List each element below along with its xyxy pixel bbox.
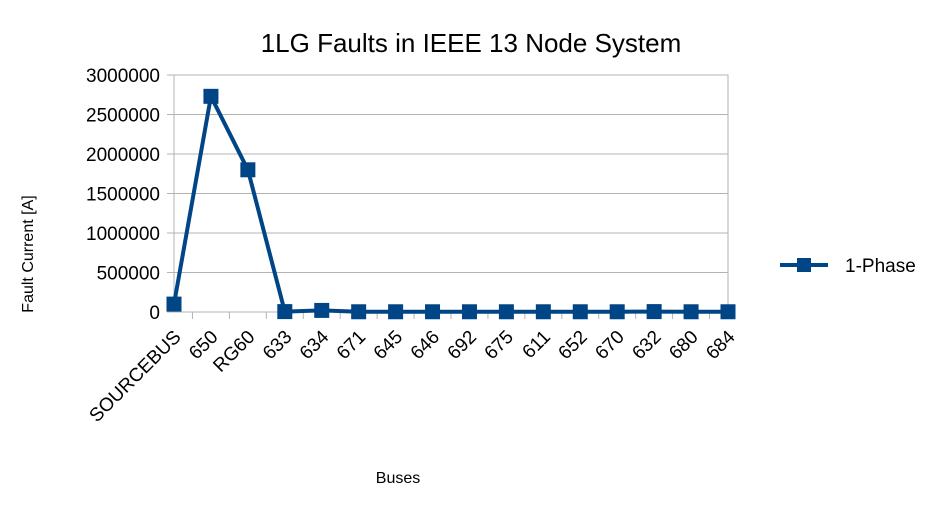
data-point-marker [277,304,293,320]
legend-square-marker [797,258,811,272]
x-tick-label: 646 [407,327,444,364]
y-tick-label: 3000000 [86,66,160,87]
y-axis-title: Fault Current [A] [20,195,37,312]
x-tick-label: RG60 [209,327,259,377]
x-tick-label: 633 [259,327,296,364]
gridlines [174,74,728,313]
data-point-marker [609,304,625,320]
x-tick-label: 670 [591,327,628,364]
data-point-marker [388,304,404,320]
x-tick-label: 611 [519,327,555,363]
y-tick-label: 1500000 [86,185,160,206]
x-tick-label: 692 [444,327,481,364]
x-tick-label: SOURCEBUS [86,327,186,427]
data-point-marker [166,296,182,312]
data-point-marker [314,302,330,318]
data-point-marker [720,304,736,320]
x-tick-label: 671 [333,327,370,364]
series-layer [166,88,736,320]
y-tick-label: 2000000 [86,145,160,166]
data-point-marker [425,304,441,320]
x-tick-label: 684 [702,326,740,364]
data-point-marker [646,304,662,320]
x-tick-label: 632 [628,327,665,364]
chart-title: 1LG Faults in IEEE 13 Node System [261,28,682,58]
y-tick-label: 500000 [97,264,160,285]
y-tick-label: 2500000 [86,106,160,127]
legend-label: 1-Phase [845,256,916,277]
x-axis-title: Buses [376,470,420,487]
data-point-marker [351,304,367,320]
data-point-marker [683,304,699,320]
data-point-marker [461,304,477,320]
y-tick-label: 0 [149,303,160,324]
data-point-marker [572,304,588,320]
data-point-marker [535,304,551,320]
data-point-marker [498,304,514,320]
x-tick-label: 675 [481,327,518,364]
x-tick-label: 652 [555,327,592,364]
y-axis-ticks: 0 500000 1000000 1500000 2000000 2500000 30000… [86,66,174,324]
data-point-marker [240,162,256,178]
legend: 1-Phase [780,256,916,277]
x-tick-label: 645 [370,327,407,364]
x-tick-label: 680 [665,327,702,364]
x-tick-label: 634 [296,326,334,364]
data-point-marker [203,88,219,104]
y-tick-label: 1000000 [86,224,160,245]
series-line [172,94,728,314]
